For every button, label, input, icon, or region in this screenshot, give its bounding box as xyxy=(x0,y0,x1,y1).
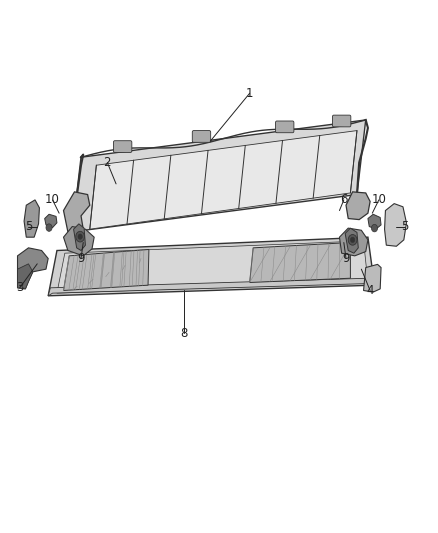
Polygon shape xyxy=(64,249,149,290)
Text: 1: 1 xyxy=(246,87,254,100)
Polygon shape xyxy=(364,264,381,292)
Circle shape xyxy=(46,224,52,231)
Text: 4: 4 xyxy=(366,284,374,297)
Text: 5: 5 xyxy=(402,220,409,233)
Polygon shape xyxy=(250,243,350,282)
Text: 10: 10 xyxy=(371,193,386,206)
Circle shape xyxy=(78,234,82,239)
Text: 5: 5 xyxy=(25,220,32,233)
Polygon shape xyxy=(385,204,406,246)
Polygon shape xyxy=(74,224,85,251)
Text: 3: 3 xyxy=(16,281,23,294)
Polygon shape xyxy=(48,278,374,296)
Polygon shape xyxy=(57,241,368,293)
Polygon shape xyxy=(24,200,39,237)
Polygon shape xyxy=(48,237,374,296)
Text: 6: 6 xyxy=(340,193,348,206)
Text: 2: 2 xyxy=(103,156,111,169)
Polygon shape xyxy=(18,248,48,289)
Polygon shape xyxy=(339,228,368,256)
Polygon shape xyxy=(45,214,57,228)
Text: 8: 8 xyxy=(180,327,187,340)
Polygon shape xyxy=(90,131,357,229)
Text: 9: 9 xyxy=(77,252,85,265)
Circle shape xyxy=(348,235,357,245)
Polygon shape xyxy=(64,192,90,235)
Polygon shape xyxy=(72,120,366,232)
Text: 9: 9 xyxy=(342,252,350,265)
Polygon shape xyxy=(345,228,358,253)
FancyBboxPatch shape xyxy=(113,141,132,152)
Polygon shape xyxy=(64,227,94,256)
FancyBboxPatch shape xyxy=(276,121,294,133)
Polygon shape xyxy=(346,192,370,220)
Circle shape xyxy=(371,224,378,232)
Polygon shape xyxy=(18,264,33,289)
FancyBboxPatch shape xyxy=(192,131,211,142)
Circle shape xyxy=(76,231,85,242)
Circle shape xyxy=(350,237,355,243)
FancyBboxPatch shape xyxy=(332,115,351,127)
Text: 10: 10 xyxy=(45,193,60,206)
Polygon shape xyxy=(368,214,381,229)
